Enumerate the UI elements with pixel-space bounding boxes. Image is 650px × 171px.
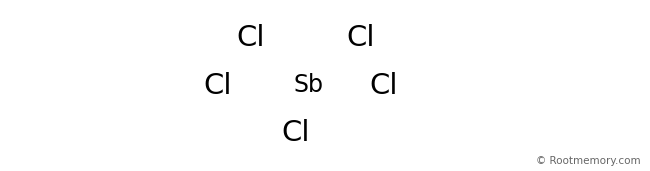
Text: Cl: Cl: [203, 71, 232, 100]
Text: Cl: Cl: [369, 71, 398, 100]
Text: Cl: Cl: [346, 24, 375, 52]
Text: Cl: Cl: [236, 24, 265, 52]
Text: Sb: Sb: [294, 74, 324, 97]
Text: Cl: Cl: [281, 119, 310, 147]
Text: © Rootmemory.com: © Rootmemory.com: [536, 156, 640, 166]
